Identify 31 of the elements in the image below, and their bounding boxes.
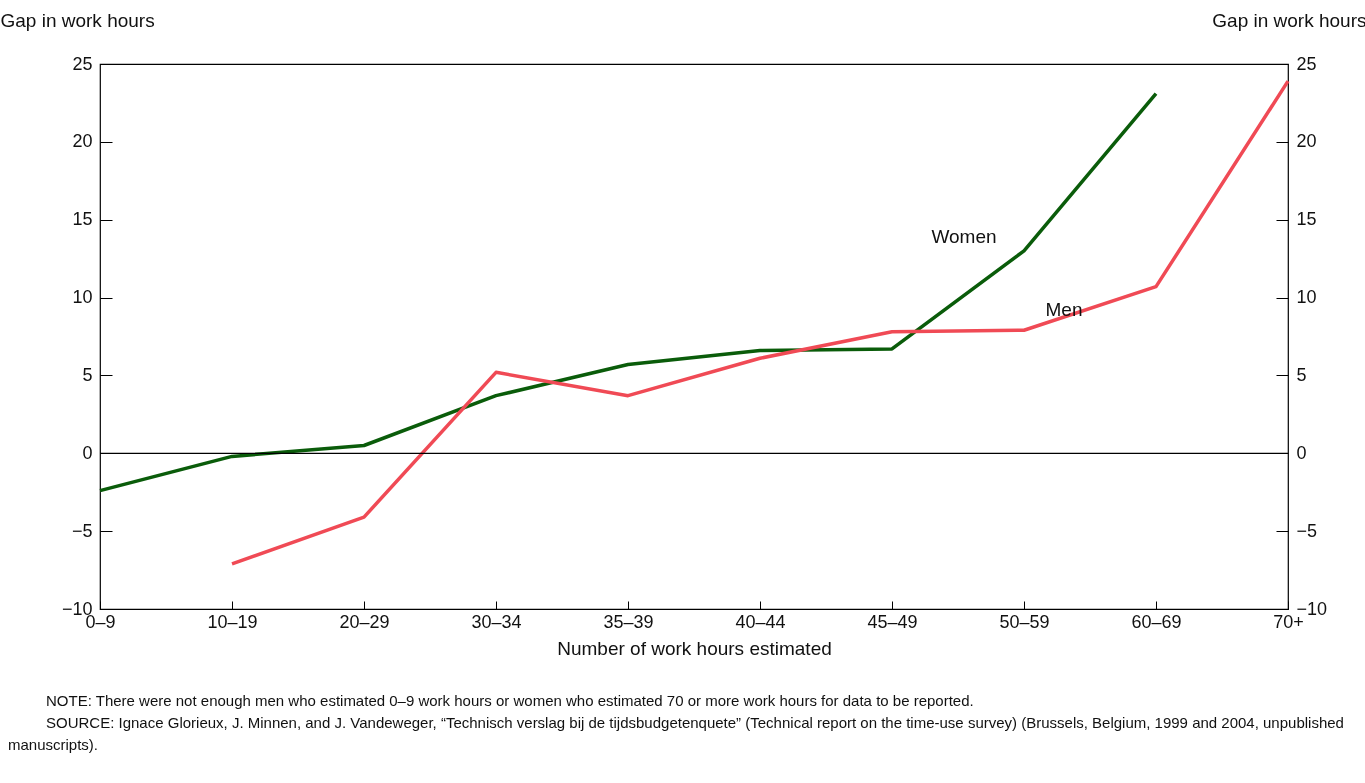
source-note: SOURCE: Ignace Glorieux, J. Minnen, and J. Vandeweger, “Technisch verslag bij de tijdsbudgetenquete” (Technical report on the time-use survey) (Brussels, Belgium, 1999 and 2004, unpublished manuscripts). [8,713,1345,755]
x-tick-label: 40–44 [735,611,786,632]
x-tick-label: 20–29 [339,611,390,632]
y2-tick-label: 5 [1296,364,1307,385]
series-label: Women [931,225,997,247]
y2-axis-title: Gap in work hours [1212,9,1365,31]
y-tick-label: 10 [72,287,93,308]
y2-tick-label: −5 [1296,520,1318,541]
y-tick-label: 15 [72,209,93,230]
line-series [230,79,1290,566]
y2-tick-label: 0 [1296,442,1307,463]
text: NOTE: There were not enough men who estimated 0–9 work hours or women who estimated 70 or more work hours for data to be reported. [45,691,975,711]
x-tick-label: 10–19 [207,611,258,632]
line-series [98,91,1158,493]
y2-tick-label: 10 [1296,287,1317,308]
x-tick-label: 60–69 [1131,611,1182,632]
y2-tick-label: 20 [1296,131,1317,152]
y-tick-label: 0 [82,442,93,463]
x-tick-label: 50–59 [999,611,1050,632]
y-tick-label: 5 [82,364,93,385]
y2-tick-label: 15 [1296,209,1317,230]
y-tick-label: −5 [71,520,93,541]
y2-tick-label: 25 [1296,53,1317,74]
y-axis-title: Gap in work hours [0,9,155,31]
series-label: Men [1045,299,1083,321]
y-tick-label: 25 [72,53,93,74]
y-tick-label: 20 [72,131,93,152]
x-tick-label: 35–39 [603,611,654,632]
x-tick-label: 45–49 [867,611,918,632]
x-tick-label: 30–34 [471,611,522,632]
x-axis-title: Number of work hours estimated [557,637,832,659]
